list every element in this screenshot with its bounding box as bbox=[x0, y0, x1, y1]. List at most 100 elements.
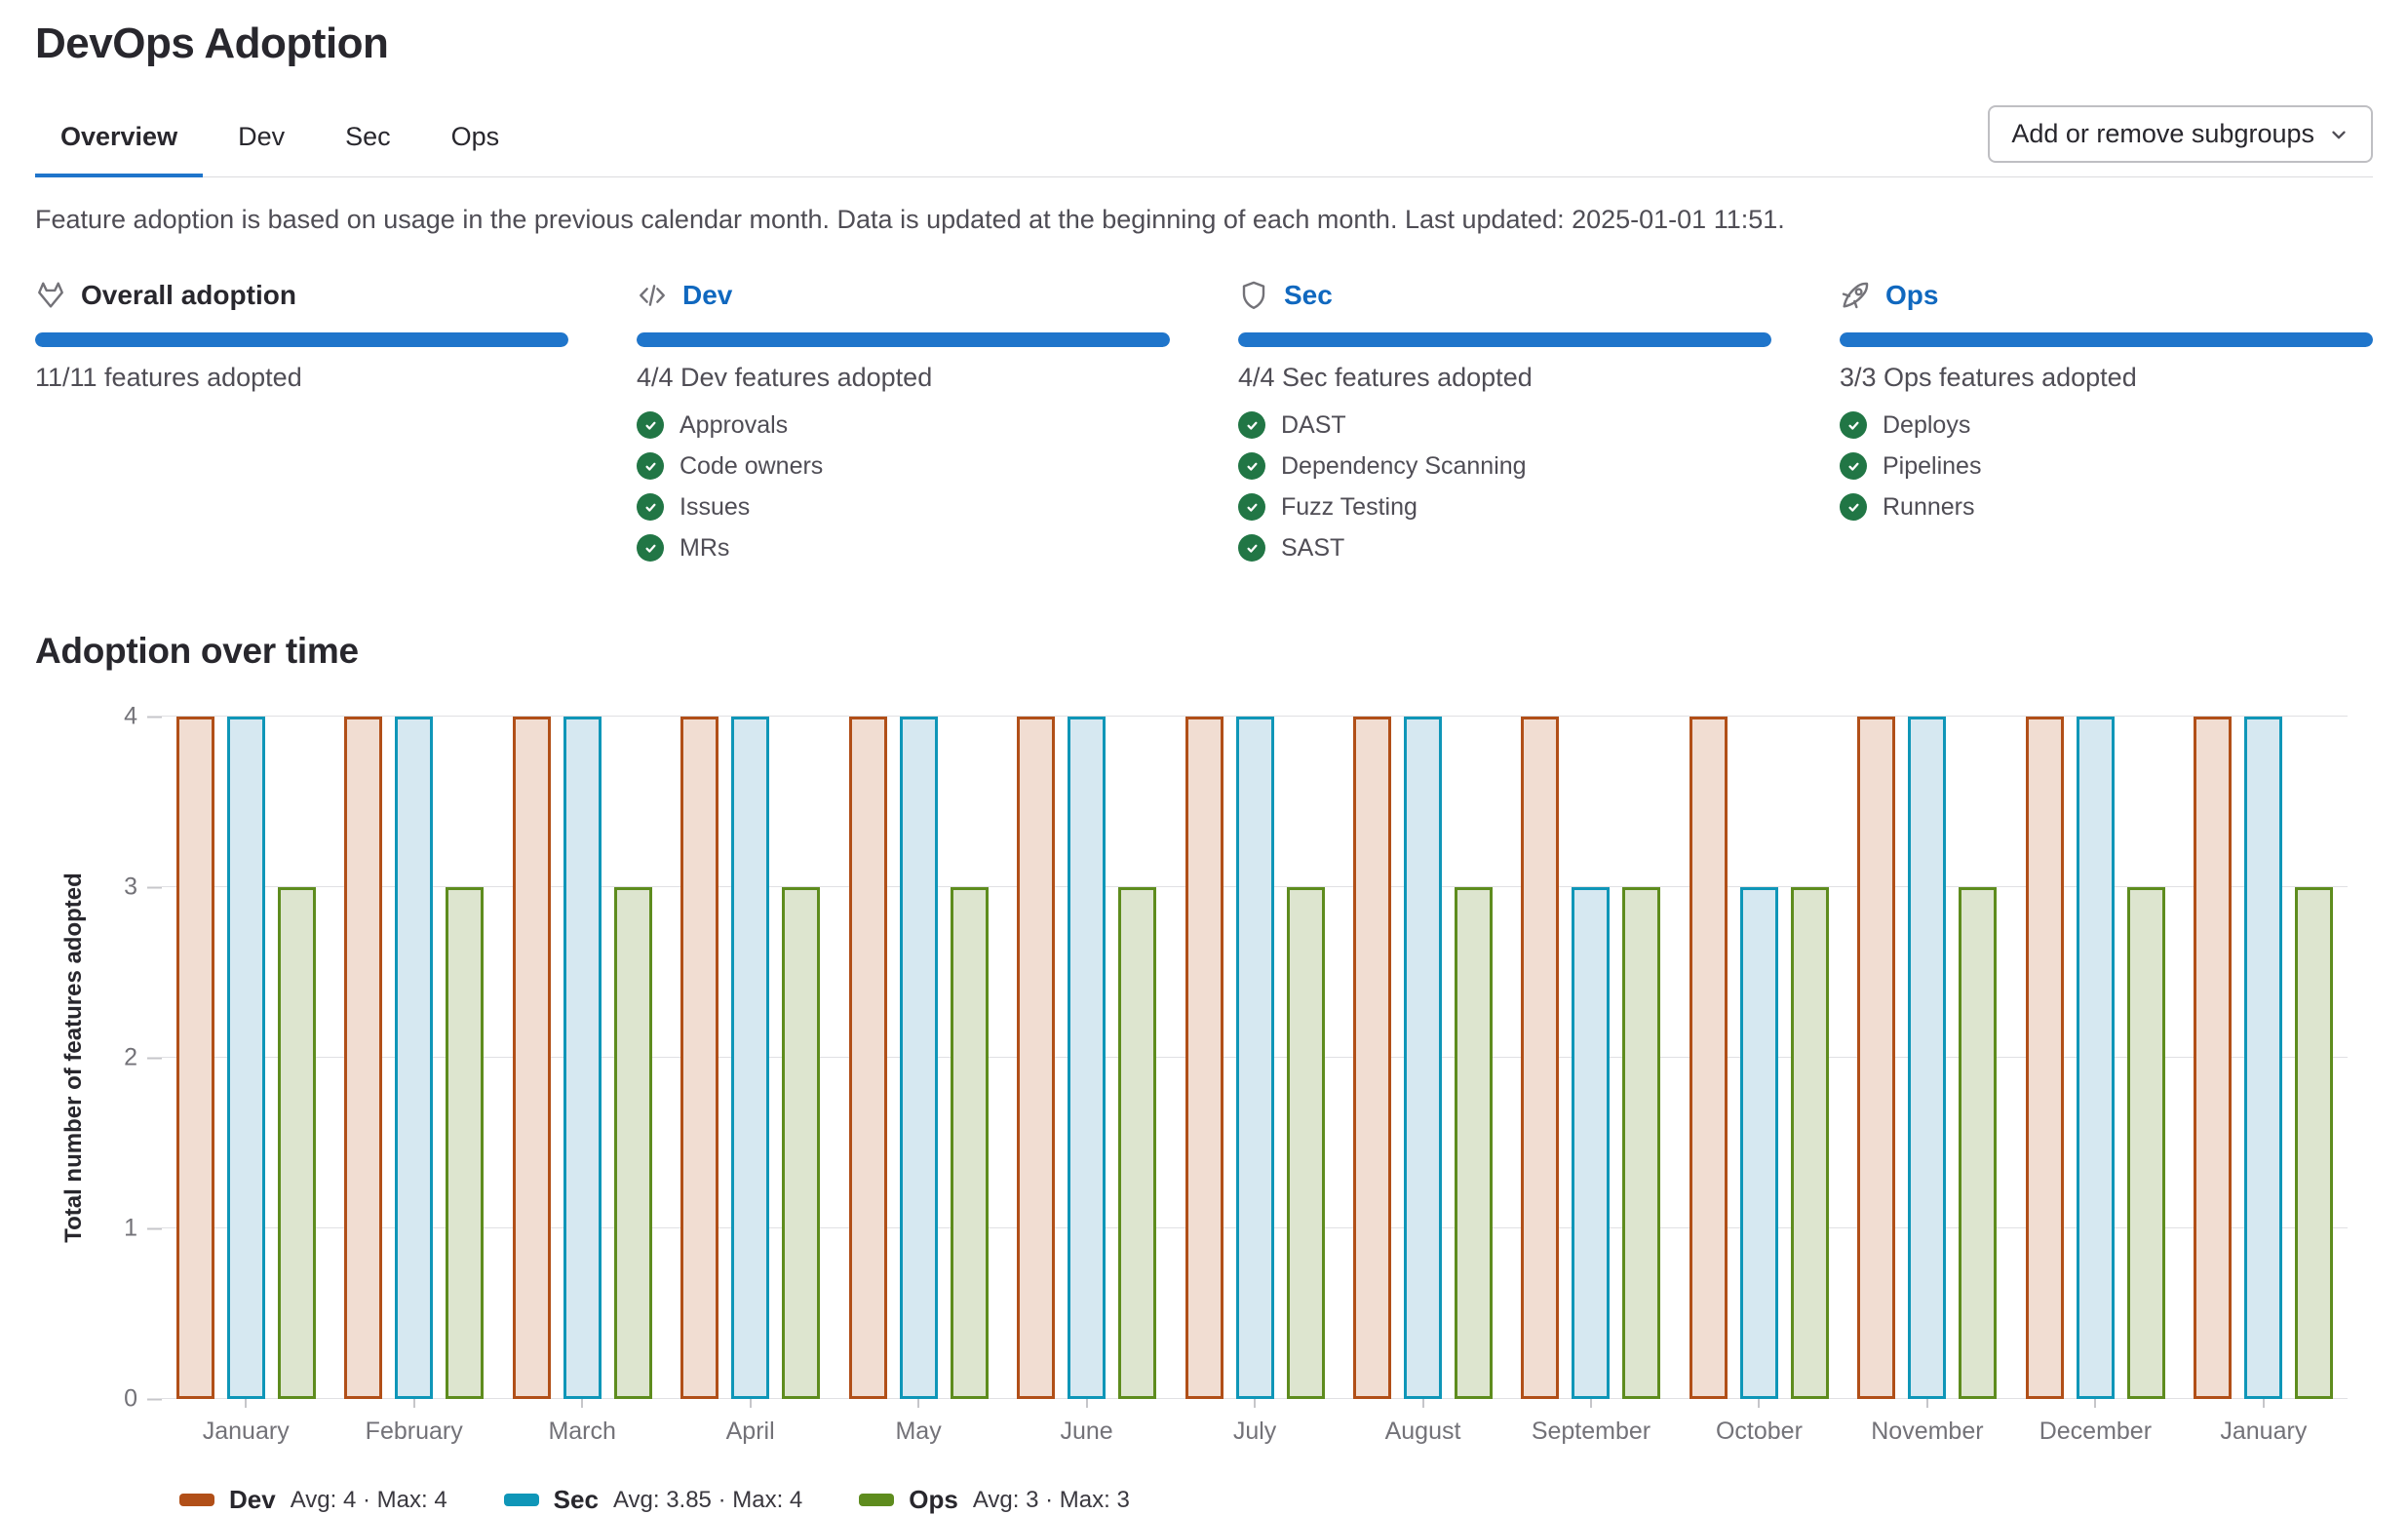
bar-ops-march bbox=[613, 887, 652, 1399]
bar-dev-november bbox=[1857, 717, 1896, 1399]
feature-list: Approvals Code owners Issues MRs bbox=[637, 405, 1170, 568]
x-tick-label: April bbox=[725, 1418, 775, 1445]
card-title-dev-link[interactable]: Dev bbox=[682, 280, 733, 310]
bar-dev-october bbox=[1689, 717, 1728, 1399]
feature-item: Dependency Scanning bbox=[1238, 446, 1771, 486]
chart-legend: Dev Avg: 4 · Max: 4 Sec Avg: 3.85 · Max: 4 O… bbox=[179, 1485, 2373, 1515]
card-summary: 4/4 Dev features adopted bbox=[637, 363, 933, 392]
adoption-over-time-chart: Total number of features adopted 0 1 2 3 4 J… bbox=[35, 703, 2373, 1515]
feature-item: Fuzz Testing bbox=[1238, 486, 1771, 527]
bar-group-june bbox=[1002, 717, 1170, 1399]
x-tick-mark bbox=[1421, 1399, 1424, 1408]
x-tick-label: October bbox=[1715, 1418, 1803, 1445]
legend-series-name: Dev bbox=[229, 1485, 276, 1514]
tab-sec[interactable]: Sec bbox=[345, 121, 391, 151]
check-circle-icon bbox=[1840, 452, 1867, 480]
feature-item: Code owners bbox=[637, 446, 1170, 486]
check-circle-icon bbox=[1840, 493, 1867, 521]
legend-item-sec[interactable]: Sec Avg: 3.85 · Max: 4 bbox=[503, 1485, 802, 1515]
card-summary: 4/4 Sec features adopted bbox=[1238, 363, 1533, 392]
bar-group-january bbox=[162, 717, 330, 1399]
feature-item: DAST bbox=[1238, 405, 1771, 446]
x-tick-label: August bbox=[1384, 1418, 1461, 1445]
bar-group-december bbox=[2011, 717, 2179, 1399]
bar-dev-december bbox=[2025, 717, 2064, 1399]
tab-dev[interactable]: Dev bbox=[238, 121, 286, 151]
feature-label: Approvals bbox=[680, 410, 789, 439]
x-tick-mark bbox=[917, 1399, 920, 1408]
tab-bar: Overview Dev Sec Ops Add or remove subgr… bbox=[35, 105, 2373, 177]
card-title: Overall adoption bbox=[81, 280, 296, 310]
feature-label: Deploys bbox=[1883, 410, 1971, 439]
bar-sec-july bbox=[1235, 717, 1274, 1399]
card-title-ops-link[interactable]: Ops bbox=[1885, 280, 1939, 310]
check-circle-icon bbox=[1238, 493, 1265, 521]
bar-dev-february bbox=[344, 717, 383, 1399]
x-tick-mark bbox=[1254, 1399, 1257, 1408]
adoption-cards: Overall adoption 11/11 features adopted … bbox=[35, 276, 2373, 568]
x-tick-mark bbox=[1085, 1399, 1088, 1408]
bar-group-march bbox=[498, 717, 666, 1399]
x-axis-labels: January February March April May June July Augu… bbox=[162, 1399, 2348, 1446]
tab-overview[interactable]: Overview bbox=[35, 106, 204, 177]
bar-dev-april bbox=[680, 717, 719, 1399]
bar-dev-january bbox=[175, 717, 214, 1399]
progress-bar bbox=[35, 332, 568, 347]
x-tick-label: May bbox=[895, 1418, 942, 1445]
card-title-sec-link[interactable]: Sec bbox=[1284, 280, 1333, 310]
bar-ops-may bbox=[950, 887, 989, 1399]
chart-section-title: Adoption over time bbox=[35, 631, 359, 671]
x-tick-mark bbox=[581, 1399, 584, 1408]
feature-adoption-description: Feature adoption is based on usage in th… bbox=[35, 205, 1785, 234]
check-circle-icon bbox=[1840, 411, 1867, 439]
card-summary: 11/11 features adopted bbox=[35, 363, 302, 392]
add-or-remove-subgroups-label: Add or remove subgroups bbox=[2011, 119, 2314, 148]
bar-sec-august bbox=[1404, 717, 1443, 1399]
bar-group-april bbox=[666, 717, 834, 1399]
legend-swatch-ops bbox=[859, 1494, 895, 1506]
feature-item: SAST bbox=[1238, 527, 1771, 568]
y-axis-ticks: 0 1 2 3 4 bbox=[86, 703, 162, 1413]
code-icon bbox=[640, 285, 665, 306]
x-tick-mark bbox=[245, 1399, 248, 1408]
bar-sec-february bbox=[395, 717, 434, 1399]
x-tick-label: January bbox=[2220, 1418, 2308, 1445]
legend-item-dev[interactable]: Dev Avg: 4 · Max: 4 bbox=[179, 1485, 447, 1515]
bar-sec-january bbox=[2244, 717, 2283, 1399]
tanuki-icon bbox=[38, 282, 63, 308]
feature-item: Pipelines bbox=[1840, 446, 2373, 486]
add-or-remove-subgroups-button[interactable]: Add or remove subgroups bbox=[1988, 105, 2373, 163]
x-label-cell: November bbox=[1844, 1399, 2011, 1446]
bar-sec-january bbox=[226, 717, 265, 1399]
x-label-cell: January bbox=[162, 1399, 330, 1446]
x-tick-label: March bbox=[548, 1418, 616, 1445]
x-tick-label: November bbox=[1871, 1418, 1984, 1445]
x-tick-mark bbox=[412, 1399, 415, 1408]
bar-sec-october bbox=[1739, 887, 1778, 1399]
bar-ops-september bbox=[1622, 887, 1661, 1399]
sec-adoption-card: Sec 4/4 Sec features adopted DAST Depende… bbox=[1238, 276, 1771, 568]
feature-label: MRs bbox=[680, 533, 730, 562]
legend-item-ops[interactable]: Ops Avg: 3 · Max: 3 bbox=[859, 1485, 1130, 1515]
progress-bar bbox=[1840, 332, 2373, 347]
bar-sec-november bbox=[1908, 717, 1947, 1399]
x-label-cell: April bbox=[666, 1399, 834, 1446]
x-label-cell: September bbox=[1507, 1399, 1675, 1446]
bars-layer bbox=[162, 717, 2348, 1399]
legend-series-stats: Avg: 4 · Max: 4 bbox=[290, 1486, 447, 1513]
feature-label: DAST bbox=[1281, 410, 1346, 439]
y-tick-label: 4 bbox=[124, 703, 162, 731]
bar-group-august bbox=[1339, 717, 1506, 1399]
feature-item: Approvals bbox=[637, 405, 1170, 446]
y-axis-title: Total number of features adopted bbox=[60, 873, 87, 1243]
bar-ops-april bbox=[782, 887, 821, 1399]
y-tick-label: 2 bbox=[124, 1044, 162, 1072]
check-circle-icon bbox=[637, 452, 664, 480]
bar-ops-february bbox=[446, 887, 485, 1399]
bar-dev-june bbox=[1017, 717, 1056, 1399]
tab-ops[interactable]: Ops bbox=[450, 121, 500, 151]
x-tick-mark bbox=[749, 1399, 752, 1408]
bar-dev-march bbox=[512, 717, 551, 1399]
check-circle-icon bbox=[637, 534, 664, 562]
check-circle-icon bbox=[1238, 411, 1265, 439]
